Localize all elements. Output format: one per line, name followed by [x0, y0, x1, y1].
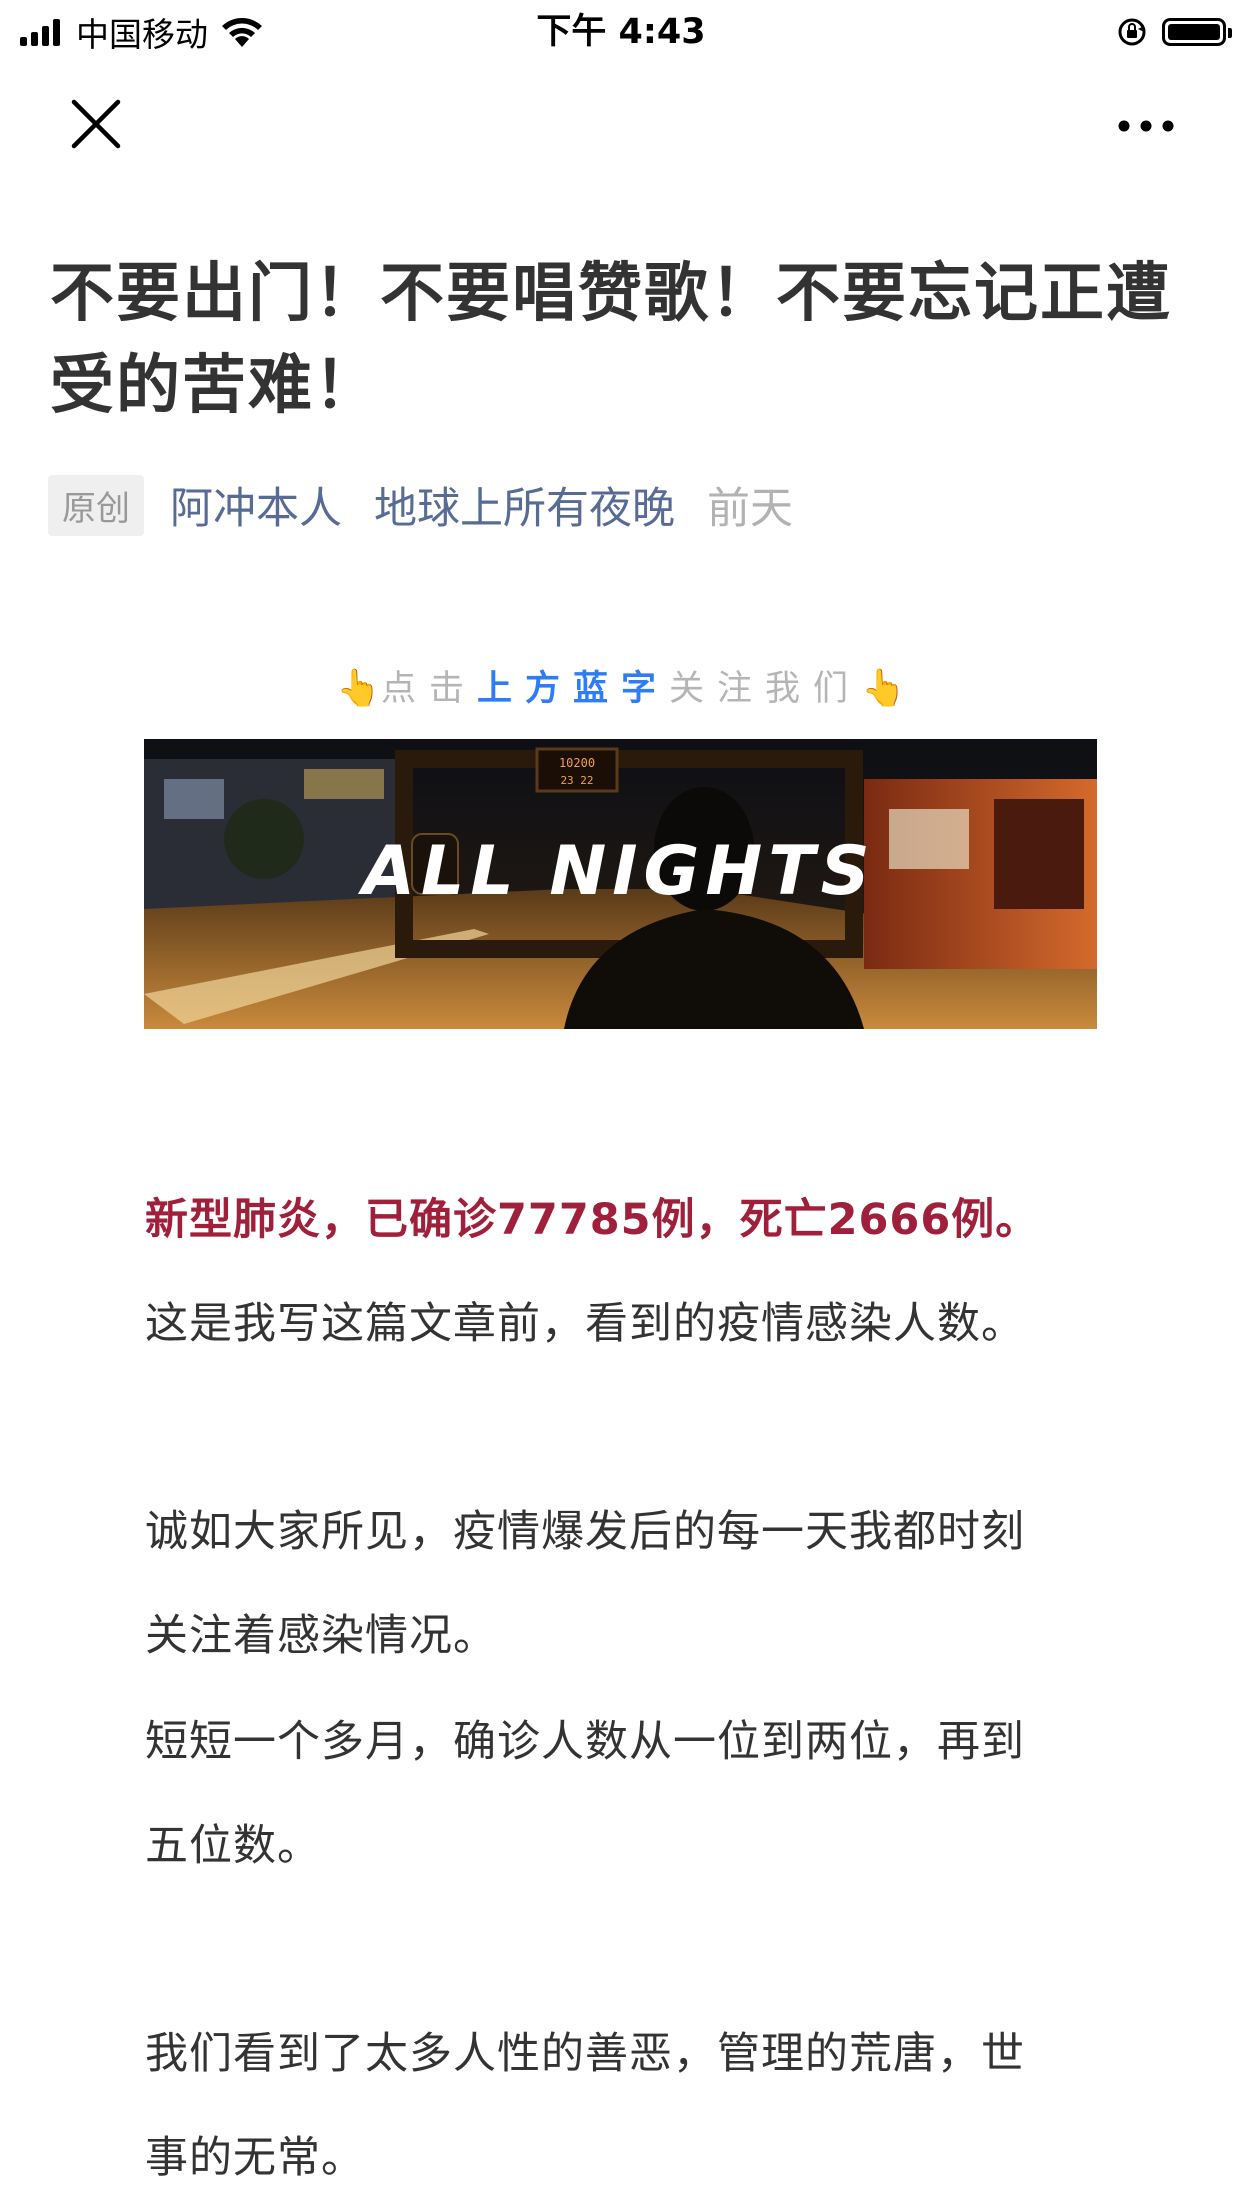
more-horizontal-icon: [1118, 120, 1174, 132]
cellular-signal-icon: [20, 18, 64, 46]
status-bar: 中国移动 下午 4:43: [0, 0, 1242, 62]
article-meta: 原创 阿冲本人 地球上所有夜晚 前天: [48, 474, 793, 536]
orientation-lock-icon: [1118, 18, 1146, 46]
close-icon: [71, 99, 121, 149]
pointing-up-icon: 👆: [861, 668, 906, 709]
author-link[interactable]: 阿冲本人: [170, 484, 342, 534]
carrier-name: 中国移动: [76, 15, 208, 54]
original-badge: 原创: [48, 474, 144, 536]
paragraph: 五位数。: [145, 1821, 321, 1871]
follow-prompt-before: 点击: [380, 669, 477, 709]
publish-date: 前天: [707, 484, 793, 534]
banner-sign-top: 10200: [559, 756, 595, 770]
more-options-button[interactable]: [1114, 108, 1178, 144]
pointing-up-icon: 👆: [336, 668, 381, 709]
paragraph: 短短一个多月，确诊人数从一位到两位，再到: [145, 1717, 1025, 1767]
follow-prompt: 👆点击上方蓝字关注我们👆: [0, 660, 1242, 711]
battery-icon: [1162, 18, 1232, 46]
status-left: 中国移动: [20, 10, 264, 54]
banner-sign-bottom: 23 22: [560, 774, 593, 787]
status-right: [1116, 10, 1232, 54]
wifi-icon: [222, 18, 262, 47]
article-title: 不要出门！不要唱赞歌！不要忘记正遭受的苦难！: [50, 257, 1172, 423]
follow-prompt-highlight: 上方蓝字: [476, 669, 669, 709]
close-button[interactable]: [68, 96, 124, 152]
status-time: 下午 4:43: [536, 12, 706, 52]
paragraph: 关注着感染情况。: [145, 1611, 497, 1661]
paragraph: 这是我写这篇文章前，看到的疫情感染人数。: [145, 1299, 1025, 1349]
paragraph: 事的无常。: [145, 2133, 365, 2183]
account-name-link[interactable]: 地球上所有夜晚: [374, 484, 675, 534]
paragraph: 诚如大家所见，疫情爆发后的每一天我都时刻: [145, 1507, 1025, 1557]
follow-prompt-after: 关注我们: [669, 669, 862, 709]
banner-image: 10200 23 22 ALL NIGHTS: [144, 739, 1097, 1029]
banner-title: ALL NIGHTS: [357, 832, 875, 911]
paragraph: 我们看到了太多人性的善恶，管理的荒唐，世: [145, 2029, 1025, 2079]
paragraph-highlight: 新型肺炎，已确诊77785例，死亡2666例。: [145, 1195, 1040, 1245]
